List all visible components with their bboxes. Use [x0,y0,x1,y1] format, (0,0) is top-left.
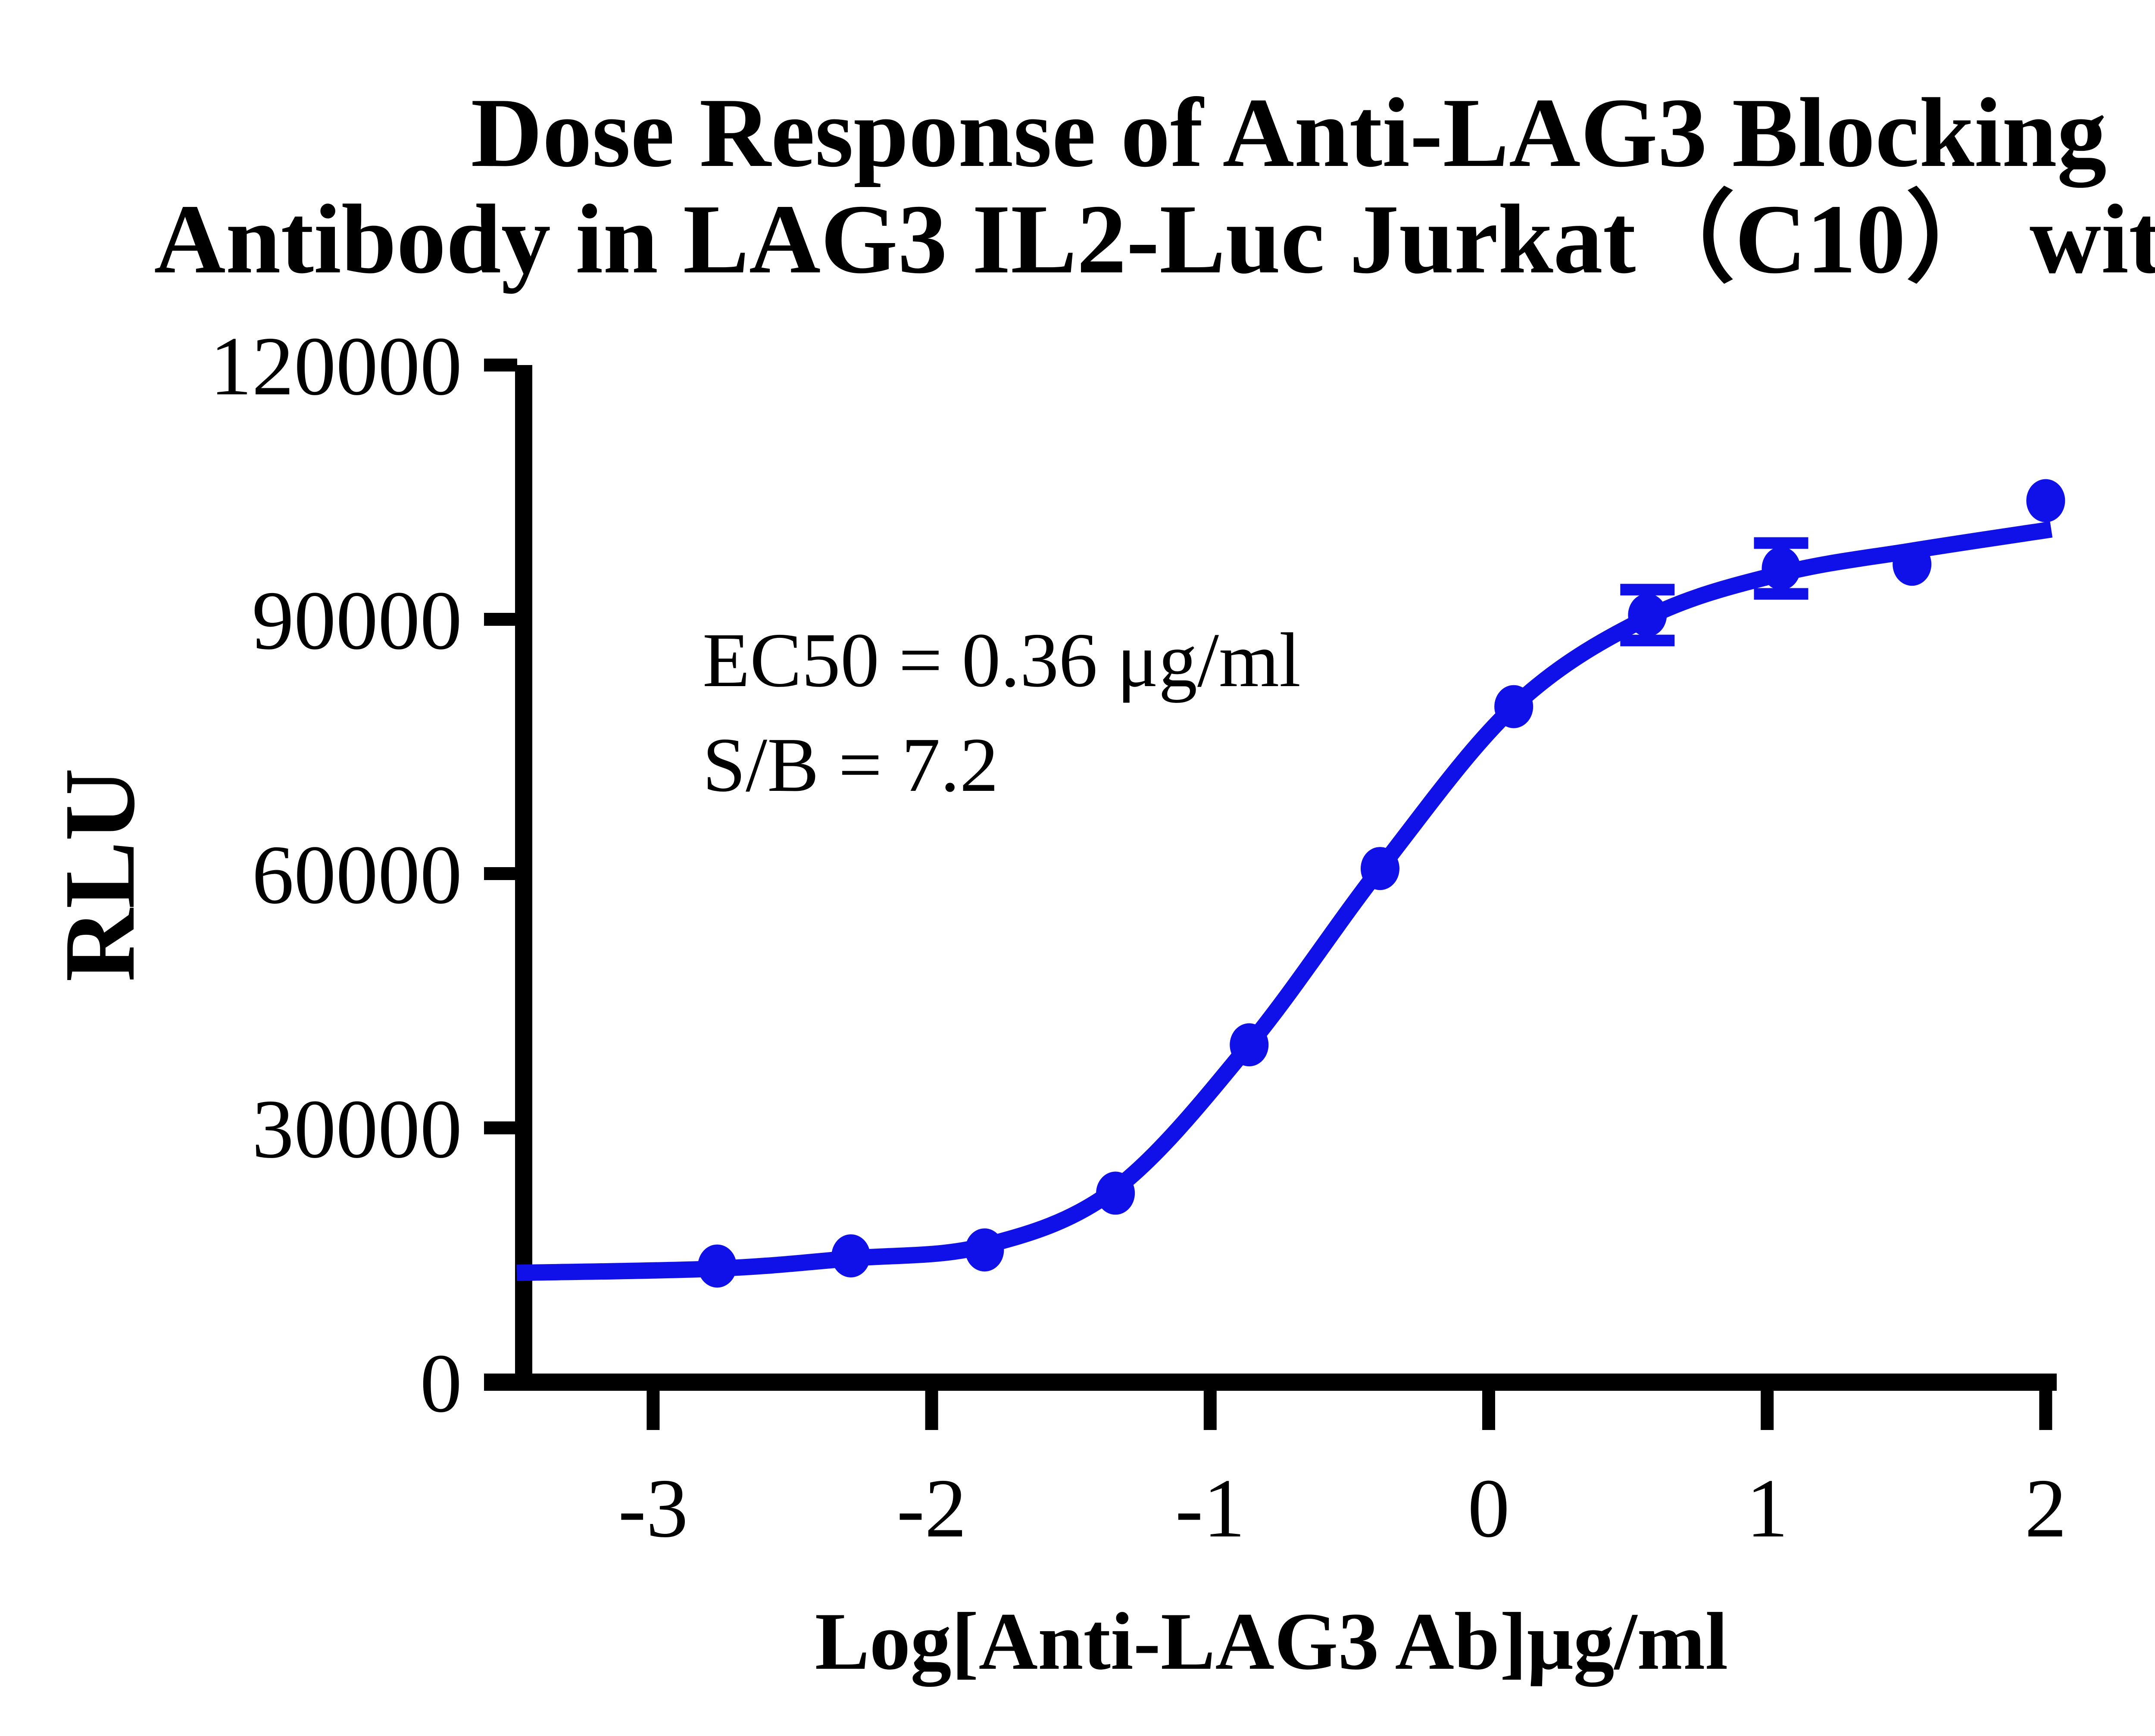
data-point [1230,1023,1269,1067]
data-point [831,1234,871,1277]
data-point [1761,547,1801,590]
chart-title-line2: Antibody in LAG3 IL2-Luc Jurkat（C10） wit… [154,184,2155,294]
data-point [965,1228,1004,1272]
y-axis-label: RLU [44,768,156,982]
y-tick-label: 30000 [252,1083,462,1176]
x-tick-label: -1 [1175,1462,1245,1555]
data-point [1628,593,1667,637]
annotation-sb: S/B = 7.2 [703,722,999,808]
x-tick-label: -2 [896,1462,966,1555]
data-point [1096,1171,1135,1215]
axes [484,359,2057,1430]
annotation-ec50: EC50 = 0.36 μg/ml [703,617,1301,703]
chart-title-line1: Dose Response of Anti-LAG3 Blocking [471,78,2106,188]
y-tick-label: 60000 [252,828,462,921]
x-tick-label: 1 [1746,1462,1788,1555]
x-tick-label: 2 [2025,1462,2067,1555]
y-tick-label: 120000 [210,320,462,413]
data-point [1893,543,1932,586]
data-point [1494,685,1533,728]
x-tick-label: 0 [1468,1462,1510,1555]
y-tick-label: 0 [420,1337,462,1430]
tick-labels: 0 30000 60000 90000 120000 -3 -2 -1 0 1 2 [210,320,2067,1555]
x-tick-label: -3 [618,1462,688,1555]
x-axis-label: Log[Anti-LAG3 Ab]μg/ml [815,1596,1728,1687]
data-points [698,479,2065,1288]
y-tick-label: 90000 [252,574,462,667]
data-point [698,1244,737,1288]
data-point [2026,479,2065,522]
data-point [1360,847,1399,890]
